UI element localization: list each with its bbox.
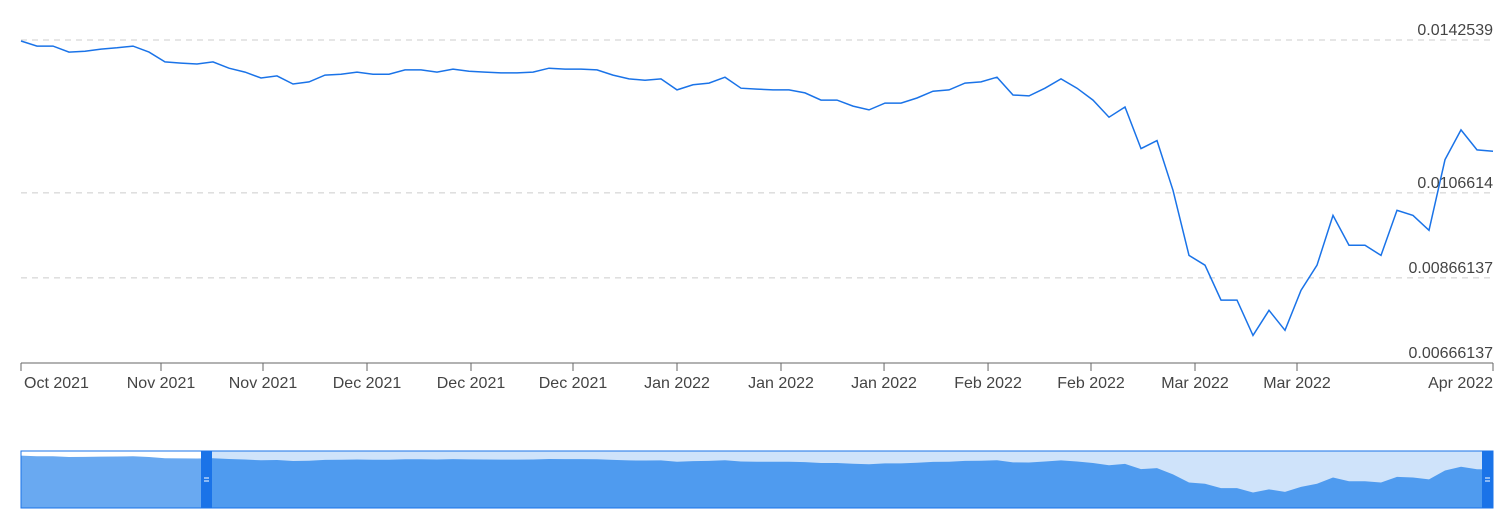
x-tick-label: Dec 2021 (539, 375, 608, 392)
y-tick-label: 0.00866137 (1408, 260, 1493, 277)
x-tick-label: Jan 2022 (644, 375, 710, 392)
x-tick-label: Nov 2021 (127, 375, 196, 392)
y-tick-label: 0.0106614 (1417, 175, 1493, 192)
x-tick-label: Dec 2021 (437, 375, 506, 392)
navigator-handle-left[interactable] (201, 451, 212, 508)
x-tick-label: Jan 2022 (748, 375, 814, 392)
x-tick-label: Jan 2022 (851, 375, 917, 392)
x-tick-label: Dec 2021 (333, 375, 402, 392)
navigator-area (21, 455, 1493, 508)
line (20, 40, 1494, 337)
x-tick-label: Nov 2021 (229, 375, 298, 392)
x-tick-label: Feb 2022 (954, 375, 1022, 392)
x-tick-label: Feb 2022 (1057, 375, 1125, 392)
x-tick-label: Mar 2022 (1263, 375, 1331, 392)
x-tick-label: Oct 2021 (24, 375, 89, 392)
x-tick-label: Apr 2022 (1428, 375, 1493, 392)
y-tick-label: 0.0142539 (1417, 22, 1493, 39)
x-tick-label: Mar 2022 (1161, 375, 1229, 392)
navigator-unselected (21, 451, 207, 508)
navigator-handle-right[interactable] (1482, 451, 1493, 508)
y-tick-label: 0.00666137 (1408, 345, 1493, 362)
